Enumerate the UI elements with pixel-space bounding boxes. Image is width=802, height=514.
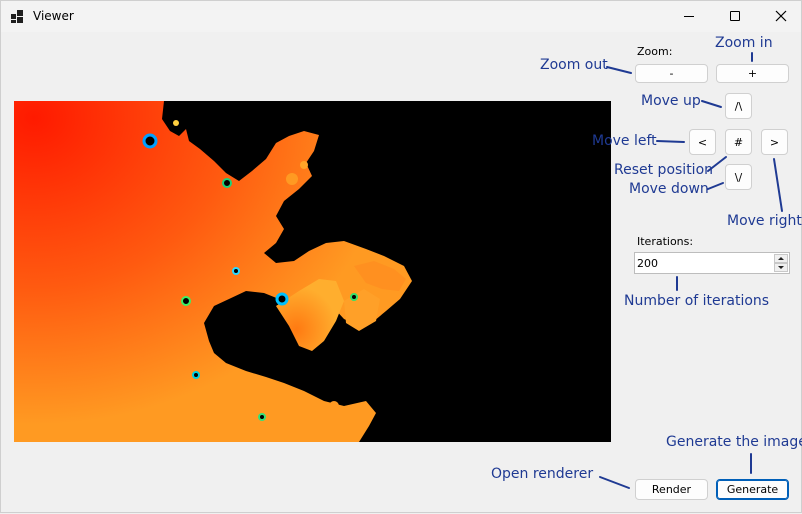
- annotation-move-up: Move up: [641, 93, 701, 109]
- maximize-button[interactable]: [712, 1, 758, 32]
- annotation-zoom-in: Zoom in: [715, 35, 773, 51]
- spin-up-button[interactable]: [774, 254, 788, 263]
- chevron-down-icon: [778, 266, 784, 269]
- move-right-button[interactable]: >: [761, 129, 788, 155]
- annotation-iterations: Number of iterations: [624, 293, 770, 309]
- zoom-out-button[interactable]: -: [635, 64, 708, 83]
- move-down-button[interactable]: \/: [725, 164, 752, 190]
- annotation-reset-position: Reset position: [614, 162, 714, 178]
- annotation-open-renderer: Open renderer: [491, 466, 594, 482]
- annotation-zoom-out: Zoom out: [540, 57, 608, 73]
- zoom-label: Zoom:: [637, 45, 673, 58]
- minimize-button[interactable]: [666, 1, 712, 32]
- move-left-button[interactable]: <: [689, 129, 716, 155]
- close-button[interactable]: [758, 1, 802, 32]
- minimize-icon: [684, 16, 694, 17]
- iterations-label: Iterations:: [637, 235, 694, 248]
- annotation-move-left: Move left: [592, 133, 657, 149]
- zoom-in-button[interactable]: +: [716, 64, 789, 83]
- window-title: Viewer: [33, 9, 74, 23]
- iterations-value[interactable]: 200: [637, 257, 658, 270]
- chevron-up-icon: [778, 257, 784, 260]
- title-bar: Viewer: [1, 1, 801, 32]
- iterations-spinner[interactable]: [774, 254, 788, 272]
- fractal-canvas[interactable]: [14, 101, 611, 442]
- annotation-move-right: Move right: [727, 213, 802, 229]
- spin-down-button[interactable]: [774, 263, 788, 272]
- app-icon: [11, 10, 24, 23]
- annotation-generate-image: Generate the image: [666, 434, 802, 450]
- maximize-icon: [730, 11, 740, 21]
- render-button[interactable]: Render: [635, 479, 708, 500]
- annotation-move-down: Move down: [629, 181, 709, 197]
- generate-button[interactable]: Generate: [716, 479, 789, 500]
- reset-position-button[interactable]: #: [725, 129, 752, 155]
- move-up-button[interactable]: /\: [725, 93, 752, 119]
- close-icon: [775, 10, 787, 22]
- iterations-numeric-input[interactable]: 200: [634, 252, 790, 274]
- fractal-image: [14, 101, 611, 442]
